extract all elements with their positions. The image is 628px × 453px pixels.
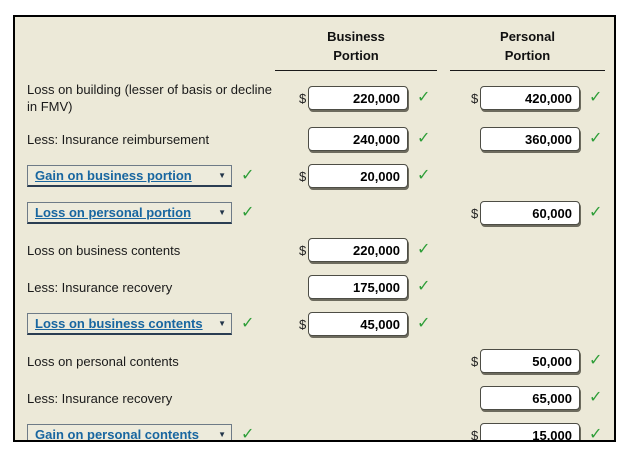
checkmark-icon: ✓ xyxy=(589,130,603,147)
checkmark-icon: ✓ xyxy=(589,352,603,369)
table-row: Less: Insurance reimbursement ✓ ✓ xyxy=(27,126,604,152)
dollar-sign: $ xyxy=(299,90,307,106)
business-cell: $✓ xyxy=(299,86,471,110)
business-cell: ✓ xyxy=(299,127,471,151)
dropdown-selected-label: Loss on personal portion xyxy=(35,205,192,220)
chevron-down-icon: ▼ xyxy=(218,318,226,328)
label-cell: Gain on personal contents ▼ ✓ xyxy=(27,424,299,442)
personal-amount-input[interactable] xyxy=(480,201,580,225)
personal-cell: ✓ xyxy=(471,386,606,410)
business-amount-input[interactable] xyxy=(308,238,408,262)
dollar-sign: $ xyxy=(299,168,307,184)
table-row: Less: Insurance recovery ✓ xyxy=(27,274,604,300)
checkmark-icon: ✓ xyxy=(241,204,255,221)
label-cell: Loss on building (lesser of basis or dec… xyxy=(27,81,299,115)
dollar-sign: $ xyxy=(299,316,307,332)
personal-header-line2: Portion xyxy=(504,48,551,63)
dollar-sign: $ xyxy=(471,427,479,442)
checkmark-icon: ✓ xyxy=(589,89,603,106)
personal-cell: $✓ xyxy=(471,201,606,225)
row-label: Loss on business contents xyxy=(27,242,181,258)
table-row: Loss on building (lesser of basis or dec… xyxy=(27,81,604,115)
business-amount-input[interactable] xyxy=(308,312,408,336)
personal-cell: $✓ xyxy=(471,349,606,373)
personal-amount-input[interactable] xyxy=(480,349,580,373)
table-row: Loss on business contents$✓ xyxy=(27,237,604,263)
business-cell: ✓ xyxy=(299,275,471,299)
table-row: Loss on personal contents$✓ xyxy=(27,348,604,374)
business-amount-input[interactable] xyxy=(308,127,408,151)
label-cell: Less: Insurance recovery xyxy=(27,390,299,407)
chevron-down-icon: ▼ xyxy=(218,170,226,180)
column-headers: Business Portion Personal Portion xyxy=(27,25,605,71)
table-row: Loss on personal portion▼✓$✓ xyxy=(27,200,604,226)
chevron-down-icon: ▼ xyxy=(218,429,226,439)
table-row: Gain on business portion▼✓$✓ xyxy=(27,163,604,189)
personal-cell: $✓ xyxy=(471,423,606,442)
checkmark-icon: ✓ xyxy=(241,315,255,332)
checkmark-icon: ✓ xyxy=(241,167,255,184)
label-cell: Loss on business contents ▼ ✓ xyxy=(27,313,299,335)
table-row: Gain on personal contents▼✓$✓ xyxy=(27,422,606,442)
checkmark-icon: ✓ xyxy=(589,389,603,406)
checkmark-icon: ✓ xyxy=(241,426,255,442)
checkmark-icon: ✓ xyxy=(417,278,431,295)
row-label: Less: Insurance recovery xyxy=(27,390,173,406)
personal-amount-input[interactable] xyxy=(480,86,580,110)
dollar-sign: $ xyxy=(471,353,479,369)
label-cell: Loss on personal contents xyxy=(27,353,299,370)
account-select-dropdown[interactable]: Gain on business portion ▼ xyxy=(27,165,232,187)
business-header-line2: Portion xyxy=(333,48,379,63)
personal-amount-input[interactable] xyxy=(480,127,580,151)
checkmark-icon: ✓ xyxy=(417,241,431,258)
checkmark-icon: ✓ xyxy=(417,315,431,332)
personal-cell: $✓ xyxy=(471,86,606,110)
row-label: Loss on personal contents xyxy=(27,353,179,369)
dropdown-selected-label: Gain on personal contents xyxy=(35,427,199,442)
dollar-sign: $ xyxy=(471,205,479,221)
personal-portion-header: Personal Portion xyxy=(450,25,605,71)
row-label: Loss on building (lesser of basis or dec… xyxy=(27,82,272,114)
personal-amount-input[interactable] xyxy=(480,423,580,440)
dollar-sign: $ xyxy=(471,90,479,106)
checkmark-icon: ✓ xyxy=(417,89,431,106)
account-select-dropdown[interactable]: Loss on personal portion ▼ xyxy=(27,202,232,224)
account-select-dropdown[interactable]: Loss on business contents ▼ xyxy=(27,313,232,335)
personal-header-line1: Personal xyxy=(500,29,555,44)
label-cell: Less: Insurance reimbursement xyxy=(27,131,299,148)
dropdown-selected-label: Gain on business portion xyxy=(35,168,192,183)
business-cell: $✓ xyxy=(299,164,471,188)
business-portion-header: Business Portion xyxy=(275,25,437,71)
checkmark-icon: ✓ xyxy=(589,426,603,442)
dollar-sign: $ xyxy=(299,242,307,258)
checkmark-icon: ✓ xyxy=(417,130,431,147)
chevron-down-icon: ▼ xyxy=(218,207,226,217)
worksheet-panel: Business Portion Personal Portion Loss o… xyxy=(13,15,616,442)
business-cell: $✓ xyxy=(299,238,471,262)
label-cell: Less: Insurance recovery xyxy=(27,279,299,296)
label-cell: Gain on business portion ▼ ✓ xyxy=(27,165,299,187)
personal-cell: ✓ xyxy=(471,127,606,151)
business-header-line1: Business xyxy=(327,29,385,44)
dropdown-selected-label: Loss on business contents xyxy=(35,316,203,331)
label-cell: Loss on business contents xyxy=(27,242,299,259)
table-row: Less: Insurance recovery ✓ xyxy=(27,385,604,411)
business-cell: $✓ xyxy=(299,312,471,336)
account-select-dropdown[interactable]: Gain on personal contents ▼ xyxy=(27,424,232,442)
row-label: Less: Insurance recovery xyxy=(27,279,173,295)
business-amount-input[interactable] xyxy=(308,275,408,299)
personal-amount-input[interactable] xyxy=(480,386,580,410)
row-label: Less: Insurance reimbursement xyxy=(27,131,210,147)
table-row: Loss on business contents▼✓$✓ xyxy=(27,311,604,337)
label-cell: Loss on personal portion ▼ ✓ xyxy=(27,202,299,224)
checkmark-icon: ✓ xyxy=(417,167,431,184)
business-amount-input[interactable] xyxy=(308,86,408,110)
checkmark-icon: ✓ xyxy=(589,204,603,221)
business-amount-input[interactable] xyxy=(308,164,408,188)
rows: Loss on building (lesser of basis or dec… xyxy=(27,81,606,442)
